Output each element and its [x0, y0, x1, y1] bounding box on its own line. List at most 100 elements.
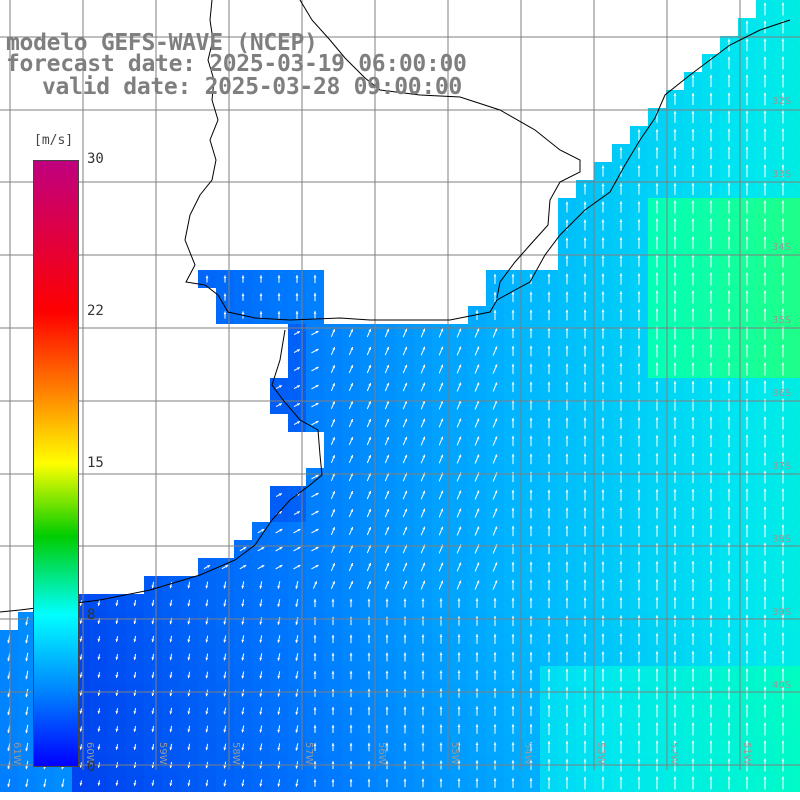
wind-arrow-head	[583, 561, 587, 565]
wind-arrow-head	[583, 740, 587, 744]
wind-arrow-head	[422, 346, 426, 350]
wind-arrow-head	[745, 164, 749, 168]
wind-speed-cell	[792, 0, 800, 18]
wind-arrow-head	[619, 237, 623, 240]
wind-arrow-head	[169, 693, 173, 697]
wind-arrow-head	[655, 597, 659, 600]
wind-arrow-head	[763, 416, 767, 420]
wind-speed-cell	[792, 144, 800, 162]
wind-arrow-head	[655, 453, 659, 456]
wind-arrow-head	[637, 471, 641, 474]
wind-arrow-head	[223, 275, 227, 279]
wind-arrow-head	[673, 218, 677, 222]
wind-arrow-head	[511, 706, 515, 709]
wind-arrow-head	[386, 364, 389, 368]
wind-arrow-head	[368, 581, 371, 584]
wind-arrow-head	[745, 560, 749, 564]
wind-arrow-head	[763, 164, 767, 168]
wind-arrow-head	[332, 365, 335, 369]
wind-arrow-head	[169, 675, 173, 679]
wind-arrow-head	[79, 728, 83, 732]
wind-arrow-head	[655, 704, 659, 708]
wind-arrow-head	[494, 364, 498, 368]
wind-arrow-head	[763, 344, 767, 348]
wind-arrow-head	[583, 309, 587, 313]
wind-arrow-head	[493, 706, 497, 709]
wind-arrow-head	[350, 401, 353, 405]
wind-arrow-head	[332, 437, 335, 441]
wind-arrow-head	[296, 421, 300, 424]
longitude-label: 57W	[303, 742, 314, 765]
wind-arrow-head	[781, 686, 785, 690]
wind-arrow-head	[781, 542, 785, 546]
wind-arrow-head	[368, 491, 371, 494]
wind-arrow-head	[601, 722, 605, 726]
wind-arrow-head	[601, 381, 605, 385]
wind-arrow-head	[601, 201, 605, 205]
wind-arrow-head	[637, 273, 641, 276]
wind-arrow-head	[404, 436, 408, 440]
longitude-label: 55W	[449, 742, 460, 765]
wind-arrow-head	[745, 74, 749, 78]
wind-arrow-head	[565, 561, 569, 565]
wind-arrow-head	[511, 345, 515, 349]
wind-arrow-head	[457, 706, 461, 709]
wind-arrow-head	[565, 507, 569, 511]
wind-arrow-head	[151, 729, 155, 732]
wind-arrow-head	[583, 597, 587, 601]
wind-arrow-head	[745, 380, 749, 384]
wind-arrow-head	[296, 349, 300, 352]
wind-speed-cell	[792, 54, 800, 72]
wind-arrow-head	[655, 236, 659, 240]
wind-arrow-head	[691, 452, 695, 456]
wind-arrow-head	[440, 562, 444, 566]
wind-arrow-head	[7, 640, 11, 644]
wind-arrow-head	[583, 489, 587, 493]
wind-arrow-head	[727, 362, 731, 366]
wind-arrow-head	[458, 382, 462, 386]
wind-arrow-head	[295, 604, 299, 607]
wind-arrow-head	[151, 603, 155, 607]
wind-arrow-head	[565, 615, 569, 619]
wind-arrow-head	[404, 418, 408, 422]
wind-arrow-head	[763, 128, 767, 132]
wind-arrow-head	[565, 633, 569, 637]
wind-arrow-head	[619, 615, 623, 618]
colorbar-unit: [m/s]	[34, 133, 74, 148]
wind-arrow-head	[511, 417, 515, 421]
wind-arrow-head	[169, 729, 173, 733]
colorbar-tick: 15	[87, 455, 104, 471]
wind-arrow-head	[673, 471, 677, 474]
wind-arrow-head	[547, 363, 551, 367]
wind-arrow-head	[565, 363, 569, 367]
wind-arrow-head	[727, 344, 731, 348]
wind-arrow-head	[547, 291, 551, 295]
wind-arrow-head	[727, 110, 731, 114]
wind-arrow-head	[115, 621, 119, 624]
wind-arrow-head	[745, 542, 749, 546]
wind-arrow-head	[439, 616, 443, 619]
wind-arrow-head	[709, 434, 713, 438]
wind-arrow-head	[727, 380, 731, 384]
wind-arrow-head	[493, 310, 497, 313]
wind-arrow-head	[223, 657, 227, 661]
wind-arrow-head	[97, 710, 101, 714]
wind-arrow-head	[619, 345, 623, 348]
wind-arrow-head	[511, 651, 515, 655]
wind-arrow-head	[763, 2, 767, 6]
wind-arrow-head	[619, 597, 623, 600]
wind-arrow-head	[277, 275, 281, 278]
wind-arrow-head	[476, 508, 480, 512]
wind-arrow-head	[619, 668, 623, 672]
wind-arrow-head	[637, 219, 641, 222]
wind-arrow-head	[205, 603, 209, 607]
wind-arrow-head	[601, 165, 605, 169]
wind-arrow-head	[295, 293, 299, 296]
wind-arrow-head	[619, 327, 623, 330]
wind-arrow-head	[404, 382, 408, 386]
wind-arrow-head	[601, 219, 605, 223]
wind-arrow-head	[296, 403, 300, 406]
wind-arrow-head	[565, 668, 569, 672]
wind-arrow-head	[565, 381, 569, 385]
wind-arrow-head	[673, 200, 677, 204]
